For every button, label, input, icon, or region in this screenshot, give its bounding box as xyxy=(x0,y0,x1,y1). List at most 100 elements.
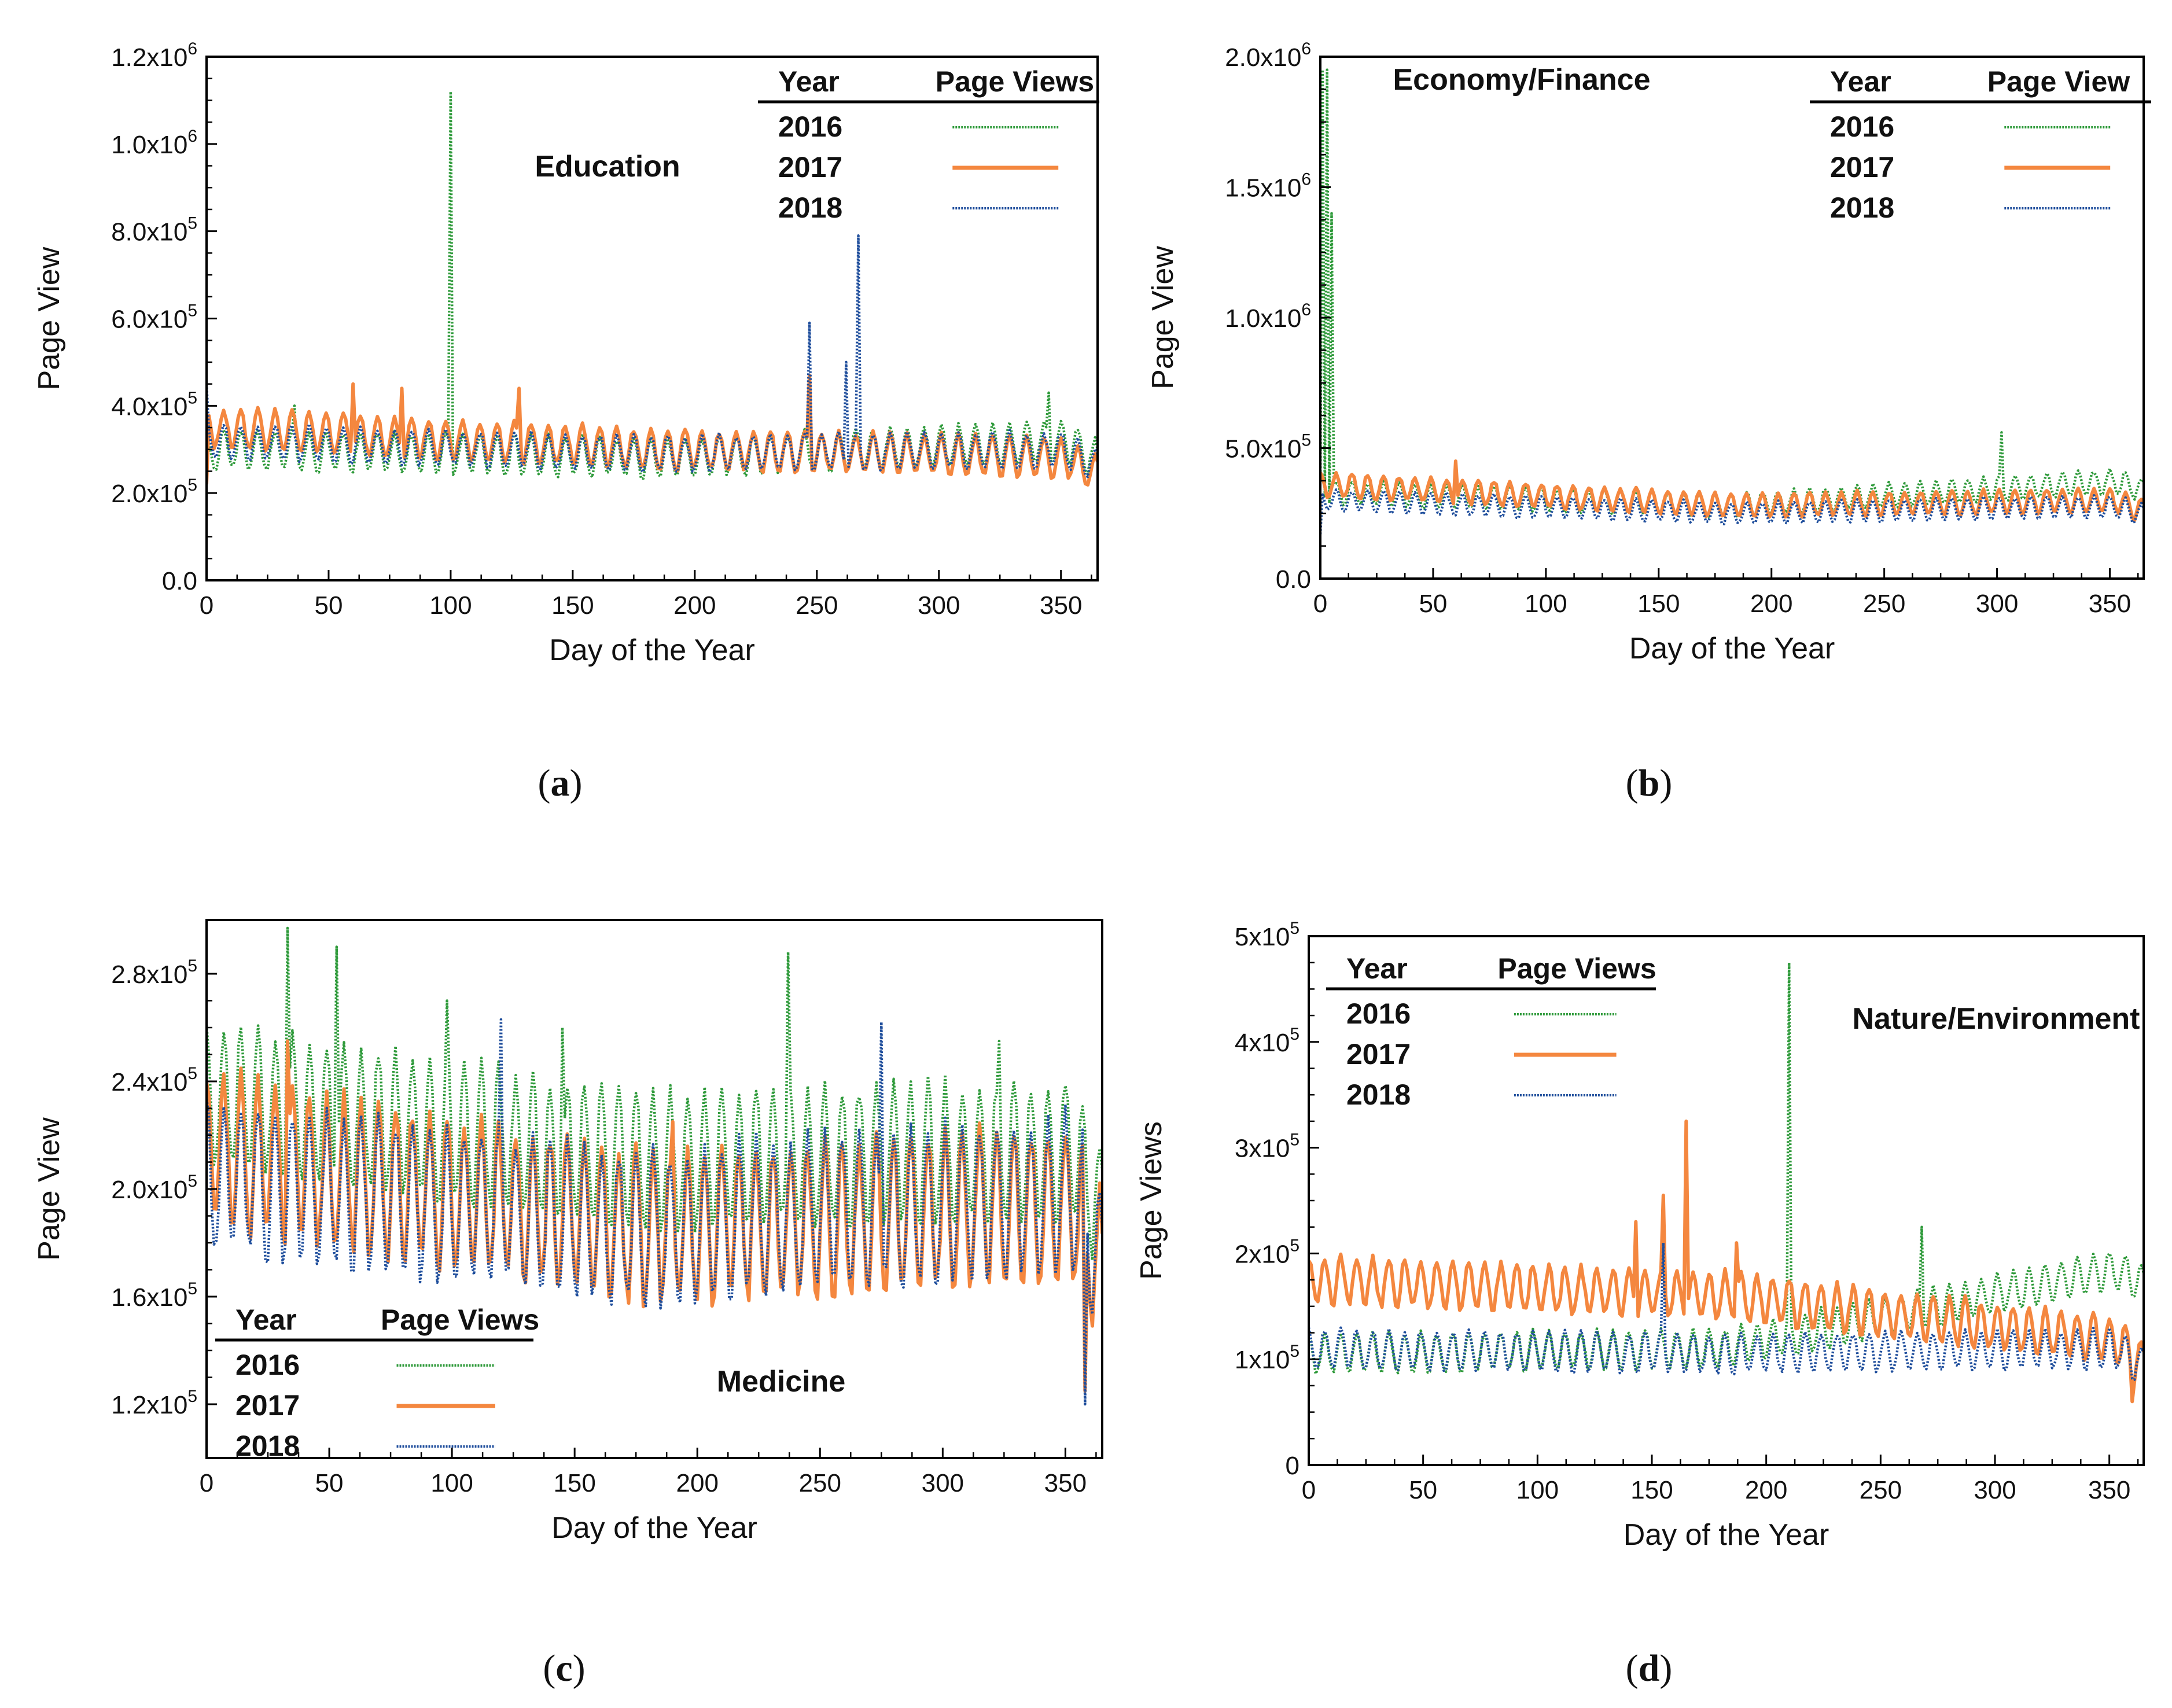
legend-year-2017: 2017 xyxy=(235,1389,300,1422)
x-tick-label: 250 xyxy=(1860,1476,1902,1504)
legend-year-2016: 2016 xyxy=(1830,111,1894,143)
x-tick-label: 350 xyxy=(1040,591,1082,620)
series-line-2016 xyxy=(207,90,1098,480)
y-axis-title: Page View xyxy=(32,246,66,390)
chart-panel-c: 0 50 100 150 200 250 300 350 1.2x105 1.6x105 2.0x1… xyxy=(32,919,1103,1689)
y-tick-label: 2.4x105 xyxy=(111,1064,197,1096)
x-tick-label: 50 xyxy=(1409,1476,1437,1504)
series-line-2016 xyxy=(207,926,1102,1262)
x-tick-label: 200 xyxy=(1750,590,1792,618)
legend-header-year: Year xyxy=(235,1304,297,1336)
x-tick-label: 300 xyxy=(918,591,960,620)
series-line-2017 xyxy=(207,373,1098,487)
x-tick-label: 300 xyxy=(922,1469,964,1497)
x-axis-title: Day of the Year xyxy=(1624,1518,1829,1552)
x-tick-label: 0 xyxy=(1302,1476,1316,1504)
series-line-2016 xyxy=(1309,961,2144,1375)
legend-year-2018: 2018 xyxy=(1346,1078,1411,1111)
legend-header-views: Page Views xyxy=(1497,952,1656,985)
x-axis-title: Day of the Year xyxy=(549,634,755,667)
x-tick-label: 100 xyxy=(429,591,472,620)
x-tick-label: 50 xyxy=(1419,590,1447,618)
x-axis-title: Day of the Year xyxy=(551,1511,757,1545)
legend-year-2017: 2017 xyxy=(1346,1038,1411,1070)
legend-header-year: Year xyxy=(1346,952,1408,985)
legend-header-views: Page Views xyxy=(381,1304,539,1336)
legend-header-views: Page Views xyxy=(936,65,1094,98)
x-tick-label: 350 xyxy=(1044,1469,1087,1497)
x-tick-label: 200 xyxy=(676,1469,719,1497)
panel-title: Nature/Environment xyxy=(1853,1002,2140,1036)
y-tick-label: 2.0x106 xyxy=(1225,39,1311,72)
x-tick-label: 150 xyxy=(551,591,594,620)
chart-panel-d: 0 50 100 150 200 250 300 350 0 1x105 2x105 3x105 4x1… xyxy=(1135,919,2145,1689)
x-tick-label: 250 xyxy=(799,1469,841,1497)
x-tick-label: 200 xyxy=(673,591,716,620)
chart-panel-a: 0 50 100 150 200 250 300 350 0.0 2.0x105 4.0x105 6.… xyxy=(32,39,1099,804)
y-tick-label: 4x105 xyxy=(1235,1025,1299,1057)
legend-year-2016: 2016 xyxy=(235,1349,300,1381)
panel-title: Education xyxy=(535,150,680,183)
x-tick-label: 50 xyxy=(315,1469,344,1497)
series-line-2017 xyxy=(1320,459,2144,522)
y-tick-label: 1.2x105 xyxy=(111,1387,197,1419)
legend-year-2018: 2018 xyxy=(1830,192,1894,224)
x-tick-label: 300 xyxy=(1976,590,2018,618)
y-tick-label: 4.0x105 xyxy=(111,388,197,421)
x-tick-label: 0 xyxy=(200,591,213,620)
legend-year-2017: 2017 xyxy=(778,151,842,183)
panel-title: Medicine xyxy=(717,1365,846,1398)
y-tick-label: 5x105 xyxy=(1235,919,1299,951)
x-tick-label: 350 xyxy=(2088,1476,2130,1504)
y-tick-label: 1.5x106 xyxy=(1225,170,1311,203)
legend-year-2018: 2018 xyxy=(235,1430,300,1462)
y-axis-title: Page View xyxy=(32,1117,66,1261)
y-tick-label: 0.0 xyxy=(1276,565,1311,594)
legend-header-views: Page View xyxy=(1987,65,2130,98)
legend-header-year: Year xyxy=(1830,65,1891,98)
y-tick-label: 1.2x106 xyxy=(111,39,197,72)
x-axis-title: Day of the Year xyxy=(1629,632,1835,665)
series-line-2018 xyxy=(207,234,1098,478)
y-tick-label: 2.0x105 xyxy=(111,476,197,508)
legend: Year Page Views 2016 2017 2018 xyxy=(758,65,1099,224)
x-tick-label: 100 xyxy=(1516,1476,1559,1504)
panel-caption: (c) xyxy=(543,1647,585,1689)
y-tick-label: 2x105 xyxy=(1235,1236,1299,1268)
y-tick-label: 0 xyxy=(1286,1452,1299,1480)
series-line-2018 xyxy=(1320,488,2144,535)
legend: Year Page Views 2016 2017 2018 xyxy=(1326,952,1656,1111)
chart-panel-b: 0 50 100 150 200 250 300 350 0.0 5.0x105 1.0x106 1.… xyxy=(1146,39,2151,804)
x-tick-label: 150 xyxy=(553,1469,595,1497)
legend-year-2018: 2018 xyxy=(778,192,842,224)
legend: Year Page Views 2016 2017 2018 xyxy=(215,1304,539,1462)
legend-year-2017: 2017 xyxy=(1830,151,1894,183)
y-tick-label: 8.0x105 xyxy=(111,214,197,246)
y-tick-label: 3x105 xyxy=(1235,1131,1299,1163)
y-tick-label: 1.0x106 xyxy=(111,127,197,159)
x-tick-label: 350 xyxy=(2089,590,2131,618)
x-tick-label: 300 xyxy=(1974,1476,2016,1504)
x-tick-label: 100 xyxy=(1525,590,1567,618)
series-line-2017 xyxy=(1309,1119,2144,1404)
series-line-2018 xyxy=(1309,1241,2144,1381)
y-tick-label: 0.0 xyxy=(162,567,197,595)
x-tick-label: 50 xyxy=(314,591,343,620)
y-tick-label: 6.0x105 xyxy=(111,301,197,334)
panel-caption: (a) xyxy=(538,762,583,804)
x-tick-label: 100 xyxy=(430,1469,473,1497)
y-tick-label: 1x105 xyxy=(1235,1342,1299,1374)
panel-caption: (b) xyxy=(1626,762,1673,804)
y-tick-label: 5.0x105 xyxy=(1225,431,1311,463)
y-tick-label: 2.8x105 xyxy=(111,956,197,989)
x-tick-label: 250 xyxy=(796,591,838,620)
legend: Year Page View 2016 2017 2018 xyxy=(1810,65,2151,224)
x-tick-label: 150 xyxy=(1637,590,1680,618)
series-line-2018 xyxy=(207,1018,1102,1406)
x-tick-label: 250 xyxy=(1863,590,1905,618)
x-tick-label: 0 xyxy=(200,1469,213,1497)
x-tick-label: 150 xyxy=(1630,1476,1673,1504)
series-line-2017 xyxy=(207,1039,1102,1393)
y-axis-title: Page View xyxy=(1146,246,1180,389)
